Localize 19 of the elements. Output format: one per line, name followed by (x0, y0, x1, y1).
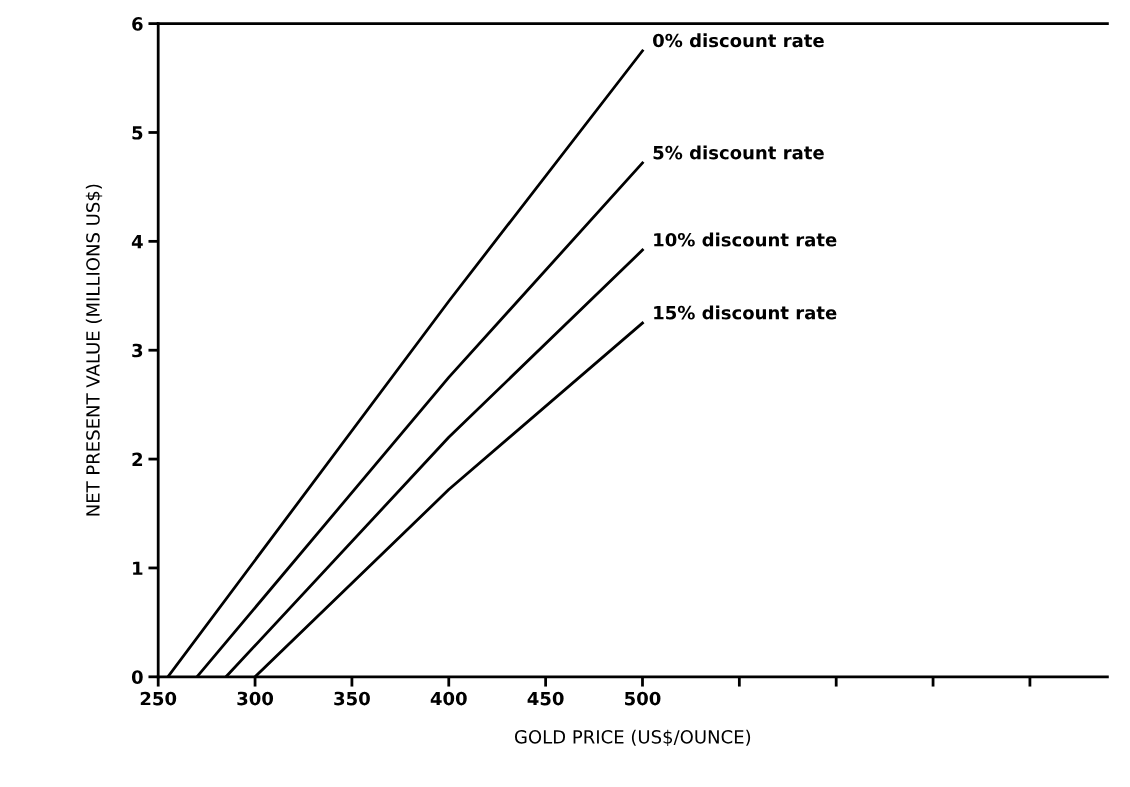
series-label: 10% discount rate (654, 232, 837, 247)
series-label: 5% discount rate (653, 145, 824, 160)
y-tick-label: 5 (132, 126, 143, 140)
y-tick-label: 2 (132, 452, 143, 466)
x-tick-label: 400 (430, 691, 467, 706)
y-tick-label: 3 (132, 343, 143, 358)
x-axis-title: GOLD PRICE (US$/OUNCE) (514, 729, 751, 747)
series-label: 15% discount rate (654, 305, 837, 320)
x-tick-label: 500 (625, 691, 661, 706)
series-label: 0% discount rate (653, 33, 824, 48)
x-tick-label: 450 (527, 691, 564, 706)
y-tick-label: 1 (133, 561, 143, 575)
x-tick-label: 250 (140, 691, 177, 706)
y-tick-label: 0 (131, 670, 143, 684)
y-tick-label: 4 (131, 235, 143, 249)
x-tick-label: 350 (334, 691, 370, 706)
y-tick-label: 6 (132, 17, 143, 31)
x-tick-label: 300 (237, 691, 274, 706)
y-axis-title: NET PRESENT VALUE (MILLIONS US$) (85, 184, 103, 516)
